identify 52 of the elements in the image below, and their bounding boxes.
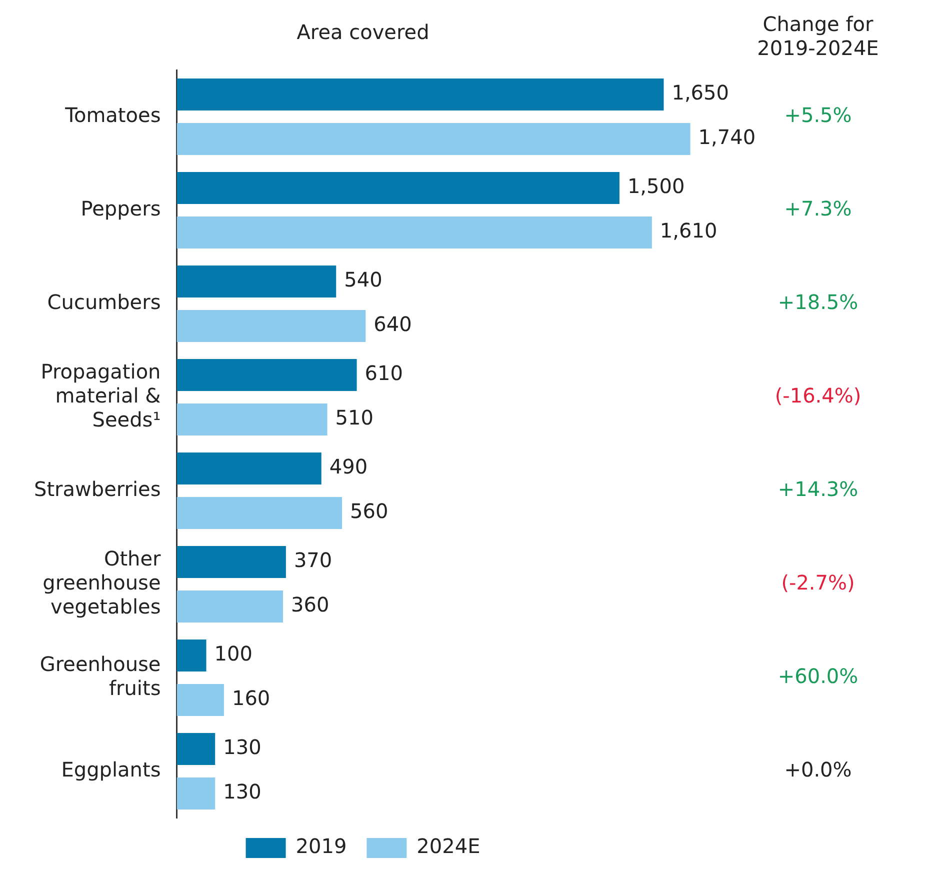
- data-label: 100: [214, 642, 252, 666]
- text: +5.5%: [784, 102, 852, 127]
- legend-label: 2024E: [416, 834, 480, 858]
- data-label: 1,610: [660, 218, 718, 243]
- text: (-16.4%): [774, 383, 862, 408]
- bar: [176, 733, 216, 766]
- y-tick-label: Cucumbers: [47, 290, 161, 314]
- data-label: 1,740: [698, 125, 756, 150]
- y-tick-label: Greenhouse fruits: [40, 652, 161, 700]
- text: +18.5%: [778, 290, 858, 314]
- data-label: 160: [232, 686, 270, 710]
- data-label: 540: [344, 268, 382, 292]
- bar: [176, 777, 216, 810]
- data-label: 560: [350, 499, 388, 524]
- data-label: 370: [294, 548, 332, 572]
- bar: [176, 359, 357, 392]
- text: +60.0%: [778, 664, 858, 688]
- bar: [176, 403, 328, 436]
- text: +0.0%: [784, 757, 852, 782]
- data-label: 610: [364, 361, 403, 386]
- bar: [176, 590, 283, 622]
- bar: [176, 546, 286, 578]
- data-label: 510: [335, 406, 374, 430]
- text: (-2.7%): [781, 570, 855, 594]
- y-tick-label: Propagation material & Seeds¹: [40, 359, 161, 432]
- chart-title: Area covered: [296, 20, 430, 44]
- data-label: 360: [291, 592, 330, 617]
- data-label: 1,500: [627, 174, 685, 198]
- bar: [176, 452, 322, 485]
- bar: [176, 216, 652, 248]
- y-tick-label: Strawberries: [34, 476, 161, 501]
- y-tick-label: Peppers: [80, 196, 161, 220]
- y-tick-label: Tomatoes: [64, 102, 161, 127]
- bar: [176, 266, 336, 298]
- bar: [176, 496, 342, 529]
- data-label: 1,650: [672, 80, 729, 105]
- data-label: 130: [223, 780, 262, 804]
- data-label: 130: [223, 735, 262, 760]
- legend-label: 2019: [296, 834, 347, 858]
- bar: [176, 684, 224, 716]
- data-label: 640: [374, 312, 412, 336]
- text: Change for 2019-2024E: [757, 12, 879, 60]
- bar: [176, 172, 620, 204]
- text: +7.3%: [784, 196, 852, 220]
- text: +14.3%: [778, 476, 858, 501]
- y-tick-label: Eggplants: [61, 757, 161, 782]
- y-tick-label: Other greenhouse vegetables: [42, 546, 162, 618]
- bar: [176, 122, 690, 155]
- data-label: 490: [329, 454, 368, 479]
- bar: [176, 310, 366, 342]
- bar: [176, 640, 206, 672]
- bar: [176, 78, 664, 111]
